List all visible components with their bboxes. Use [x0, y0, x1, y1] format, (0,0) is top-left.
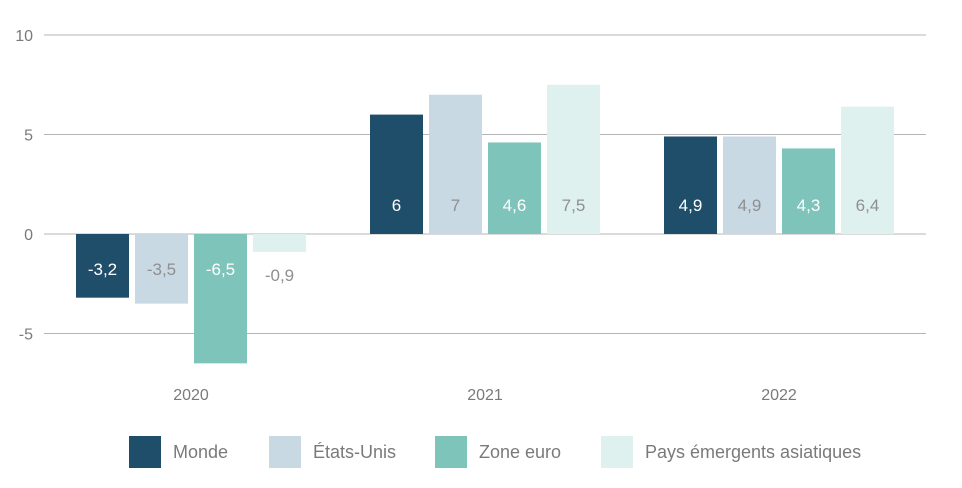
bar-monde-2021: [370, 114, 423, 234]
bar-chart: 10 5 0 -5 -3,2 -3,5 -6,5 -0,9 6 7 4,6 7,5 4,9 4,9 4,3…: [15, 28, 926, 404]
legend: Monde États-Unis Zone euro Pays émergent…: [0, 432, 962, 472]
legend-label-etats-unis: États-Unis: [313, 441, 397, 462]
bar-etats-unis-2022: [723, 136, 776, 234]
bar-pays-emergents-asiatiques-2020: [253, 234, 306, 252]
data-label-etats-unis-2022: 4,9: [738, 196, 762, 215]
data-label-etats-unis-2021: 7: [451, 196, 460, 215]
bar-etats-unis-2021: [429, 94, 482, 234]
legend-swatch-pays-emergents-asiatiques: [601, 436, 633, 468]
data-label-etats-unis-2020: -3,5: [147, 260, 176, 279]
bar-zone-euro-2021: [488, 142, 541, 234]
y-tick-label: -5: [19, 327, 33, 344]
bar-zone-euro-2022: [782, 148, 835, 234]
legend-label-monde: Monde: [173, 441, 229, 462]
x-tick-label: 2020: [173, 387, 209, 404]
bar-etats-unis-2020: [135, 234, 188, 304]
legend-swatch-etats-unis: [269, 436, 301, 468]
y-tick-label: 5: [24, 128, 33, 145]
x-axis-ticks: 2020 2021 2022: [173, 387, 797, 404]
y-tick-label: 0: [24, 227, 33, 244]
y-axis-ticks: 10 5 0 -5: [15, 28, 33, 344]
bar-pays-emergents-asiatiques-2022: [841, 106, 894, 234]
data-label-zone-euro-2020: -6,5: [206, 260, 235, 279]
gridlines: [44, 34, 926, 334]
legend-swatch-zone-euro: [435, 436, 467, 468]
data-label-pays-emergents-asiatiques-2020: -0,9: [265, 266, 294, 285]
bars: [76, 84, 894, 364]
bar-zone-euro-2020: [194, 234, 247, 364]
data-label-zone-euro-2021: 4,6: [503, 196, 527, 215]
bar-monde-2022: [664, 136, 717, 234]
data-label-pays-emergents-asiatiques-2021: 7,5: [562, 196, 586, 215]
legend-label-pays-emergents-asiatiques: Pays émergents asiatiques: [645, 441, 862, 462]
legend-item-etats-unis: États-Unis: [269, 432, 396, 472]
x-tick-label: 2022: [761, 387, 797, 404]
y-tick-label: 10: [15, 28, 33, 45]
legend-item-monde: Monde: [129, 432, 228, 472]
x-tick-label: 2021: [467, 387, 503, 404]
legend-label-zone-euro: Zone euro: [479, 441, 562, 462]
data-label-pays-emergents-asiatiques-2022: 6,4: [856, 196, 880, 215]
data-label-monde-2021: 6: [392, 196, 401, 215]
bar-monde-2020: [76, 234, 129, 298]
data-label-zone-euro-2022: 4,3: [797, 196, 821, 215]
legend-item-zone-euro: Zone euro: [435, 432, 561, 472]
legend-item-pays-emergents-asiatiques: Pays émergents asiatiques: [601, 432, 861, 472]
bar-pays-emergents-asiatiques-2021: [547, 84, 600, 234]
legend-swatch-monde: [129, 436, 161, 468]
data-label-monde-2020: -3,2: [88, 260, 117, 279]
data-label-monde-2022: 4,9: [679, 196, 703, 215]
data-labels: -3,2 -3,5 -6,5 -0,9 6 7 4,6 7,5 4,9 4,9 4,3 6,4: [88, 196, 879, 285]
